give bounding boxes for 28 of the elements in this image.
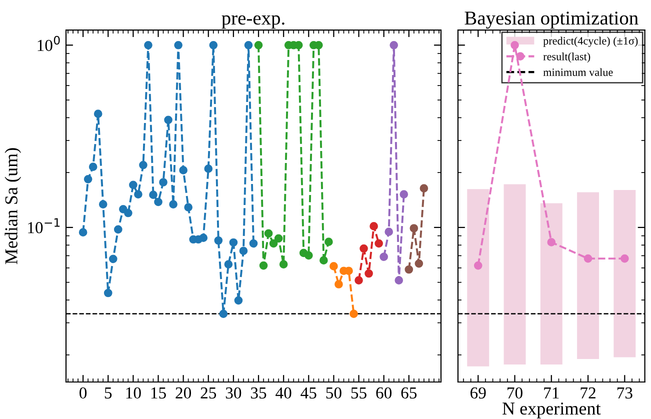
chart-title: pre-exp.	[222, 15, 284, 29]
legend-label: result(last)	[543, 52, 590, 63]
x-tick-label: 72	[580, 387, 596, 398]
x-tick-label: 60	[376, 387, 392, 399]
y-tick-label: 10$^{0}$	[38, 36, 60, 52]
x-tick-label: 69	[470, 387, 486, 399]
x-tick-label: 50	[326, 387, 342, 399]
x-tick-label: 15	[151, 387, 166, 399]
chart-title: Bayesian optimization	[464, 12, 638, 29]
x-tick-label: 65	[401, 387, 417, 399]
x-tick-label: 55	[351, 388, 366, 399]
x-tick-label: 10	[126, 387, 141, 399]
x-tick-label: 40	[276, 387, 292, 399]
x-axis-title: N experiment	[502, 402, 601, 418]
x-tick-label: 25	[200, 387, 216, 399]
x-tick-label: 0	[80, 387, 87, 399]
x-tick-label: 35	[250, 387, 266, 399]
x-tick-label: 71	[544, 387, 559, 398]
x-tick-label: 73	[617, 387, 632, 399]
y-tick-label: 10$^{−1}$	[28, 218, 60, 234]
x-tick-label: 5	[104, 388, 112, 399]
y-axis-title: Median Sa (um)	[4, 148, 22, 264]
legend-label: predict(4cycle) (±1σ)	[543, 36, 638, 47]
x-tick-label: 70	[508, 387, 522, 399]
x-tick-label: 45	[300, 387, 316, 399]
legend-label: minimum value	[543, 68, 613, 76]
x-tick-label: 30	[226, 387, 242, 399]
x-tick-label: 20	[176, 387, 192, 399]
